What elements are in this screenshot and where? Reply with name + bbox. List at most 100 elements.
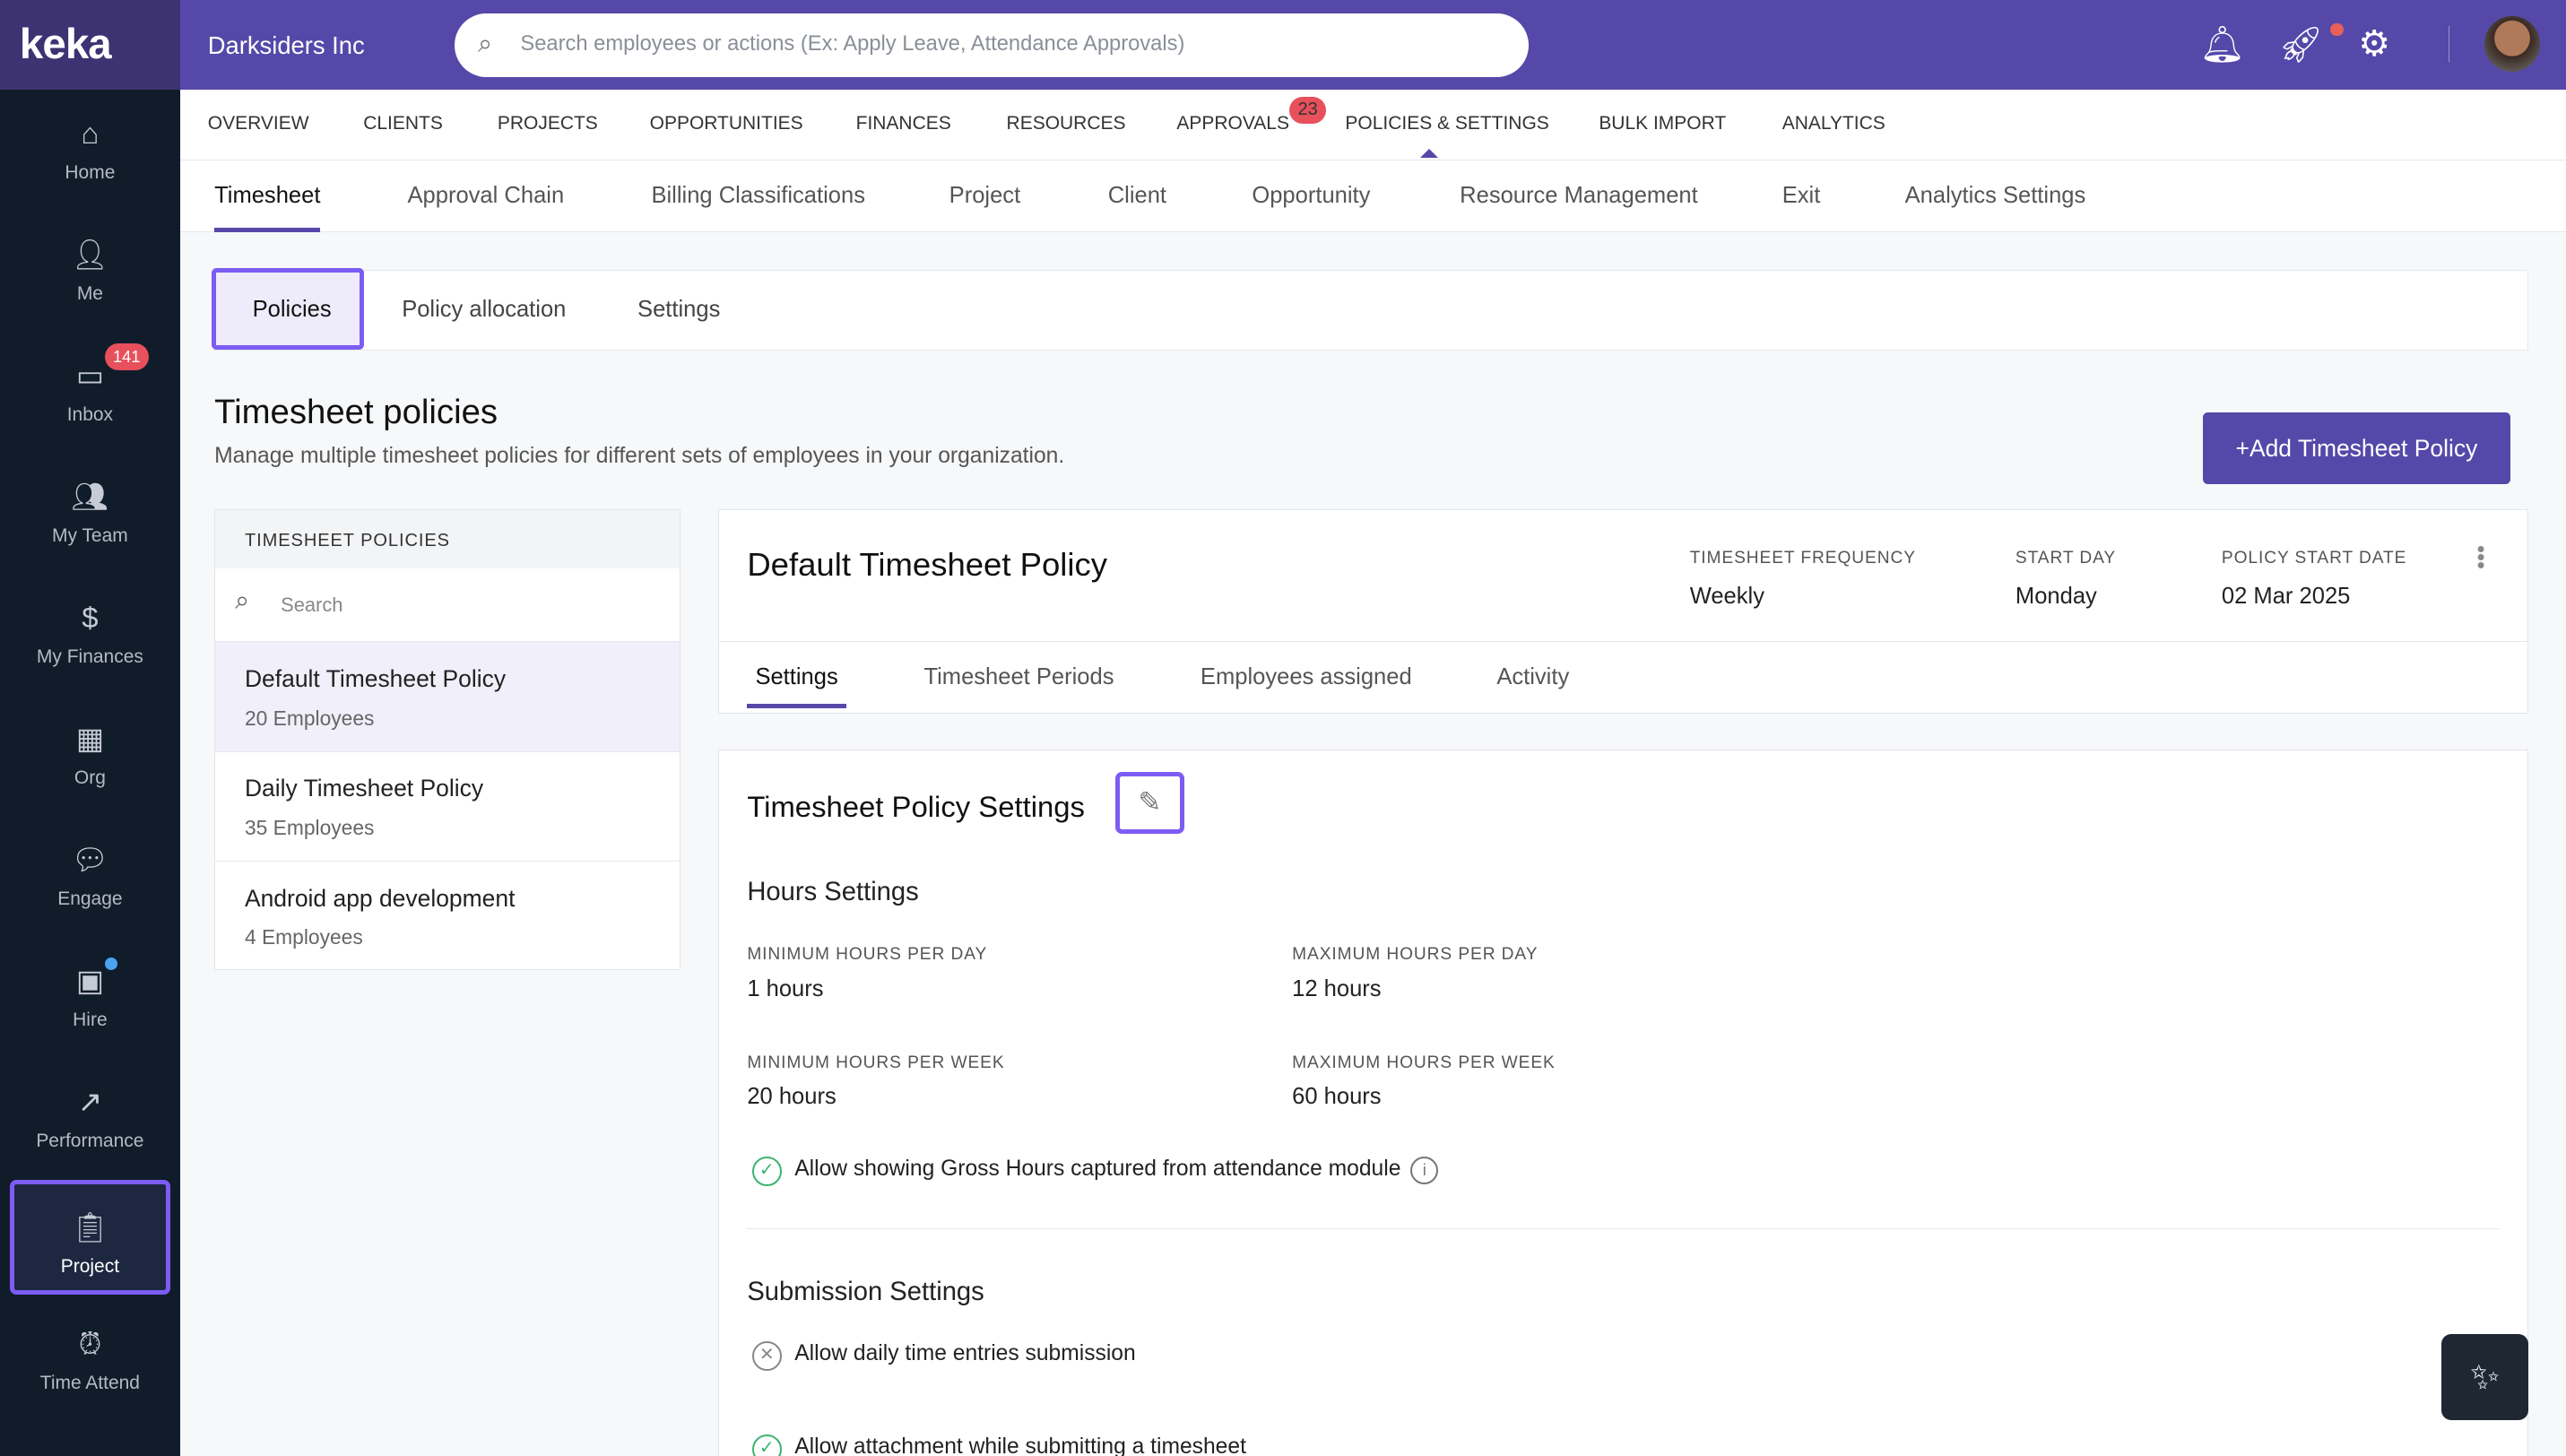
field-value: 12 hours <box>1292 975 1382 1001</box>
tab-employees-assigned[interactable]: Employees assigned <box>1200 664 1412 690</box>
sidebar-item-org[interactable]: ▦ Org <box>0 696 180 817</box>
active-indicator <box>1420 148 1439 159</box>
top-bar: Darksiders Inc ⌕ Search employees or acti… <box>179 0 2566 91</box>
info-icon[interactable]: i <box>1410 1156 1439 1184</box>
field-label: MINIMUM HOURS PER WEEK <box>747 1053 1005 1072</box>
field-label: MAXIMUM HOURS PER DAY <box>1292 945 1539 965</box>
more-options-icon[interactable]: • • • <box>2476 536 2485 579</box>
sidebar-item-project[interactable]: 📋︎ Project <box>9 1179 170 1295</box>
sidebar-item-me[interactable]: 👤︎ Me <box>0 211 180 332</box>
trend-icon: ↗ <box>77 1085 103 1119</box>
inbox-icon: ▭ <box>75 358 104 392</box>
search-icon: ⌕ <box>235 586 250 616</box>
tab-analytics-settings[interactable]: Analytics Settings <box>1904 183 2086 209</box>
meta-start-day: START DAY Monday <box>2015 549 2117 609</box>
gear-icon[interactable]: ⚙ <box>2358 22 2391 64</box>
policy-title: Default Timesheet Policy <box>747 545 1107 583</box>
add-timesheet-policy-button[interactable]: +Add Timesheet Policy <box>2202 412 2510 485</box>
daily-entries-option: ✕ Allow daily time entries submission <box>751 1340 1136 1371</box>
sidebar-item-performance[interactable]: ↗ Performance <box>0 1059 180 1180</box>
tab-activity[interactable]: Activity <box>1496 664 1570 690</box>
check-circle-icon: ✓ <box>751 1156 782 1186</box>
nav-approvals[interactable]: APPROVALS <box>1176 112 1289 134</box>
tab-timesheet-periods[interactable]: Timesheet Periods <box>923 664 1114 690</box>
sidebar-item-engage[interactable]: 💬︎ Engage <box>0 817 180 938</box>
tab-timesheet[interactable]: Timesheet <box>214 183 321 232</box>
field-value: 20 hours <box>747 1084 837 1110</box>
policy-header: Default Timesheet Policy TIMESHEET FREQU… <box>718 508 2529 714</box>
policy-subtabs: Policies Policy allocation Settings <box>212 267 2529 351</box>
tab-opportunity[interactable]: Opportunity <box>1252 183 1371 209</box>
nav-clients[interactable]: CLIENTS <box>363 112 443 134</box>
field-label: MAXIMUM HOURS PER WEEK <box>1292 1053 1556 1072</box>
nav-projects[interactable]: PROJECTS <box>497 112 598 134</box>
rocket-icon[interactable]: 🚀︎ <box>2277 23 2324 65</box>
meta-policy-start-date: POLICY START DATE 02 Mar 2025 <box>2221 549 2407 609</box>
check-circle-icon: ✓ <box>751 1434 782 1456</box>
submission-settings-title: Submission Settings <box>747 1277 984 1306</box>
team-icon: 👥︎ <box>71 479 109 513</box>
nav-bulk-import[interactable]: BULK IMPORT <box>1599 112 1727 134</box>
notification-dot <box>2330 22 2344 37</box>
global-search-input[interactable]: ⌕ Search employees or actions (Ex: Apply … <box>455 13 1529 77</box>
policy-tabs: Settings Timesheet Periods Employees ass… <box>719 640 2528 708</box>
building-icon: ▦ <box>75 721 104 755</box>
edit-settings-button[interactable]: ✎ <box>1115 771 1184 835</box>
settings-nav: Timesheet Approval Chain Billing Classif… <box>179 160 2566 233</box>
tab-exit[interactable]: Exit <box>1781 183 1821 209</box>
tab-settings[interactable]: Settings <box>747 664 846 708</box>
policy-list-header: TIMESHEET POLICIES <box>215 509 681 569</box>
clipboard-icon: 📋︎ <box>71 1210 109 1244</box>
inbox-badge: 141 <box>104 343 149 370</box>
subtab-policy-allocation[interactable]: Policy allocation <box>402 297 567 323</box>
sidebar-item-time-attend[interactable]: ⏰︎ Time Attend <box>0 1301 180 1422</box>
briefcase-icon: ▣ <box>75 964 104 998</box>
tab-approval-chain[interactable]: Approval Chain <box>407 183 565 209</box>
sidebar-item-hire[interactable]: ▣ Hire <box>0 938 180 1059</box>
hire-dot <box>104 957 118 971</box>
page-description: Manage multiple timesheet policies for d… <box>214 443 1065 468</box>
bell-icon[interactable]: 🔔︎ <box>2199 23 2246 65</box>
home-icon: ⌂ <box>81 116 100 150</box>
nav-opportunities[interactable]: OPPORTUNITIES <box>649 112 803 134</box>
divider <box>747 1227 2501 1229</box>
field-value: 60 hours <box>1292 1084 1382 1110</box>
policy-search-input[interactable]: ⌕ Search <box>215 568 681 643</box>
tab-client[interactable]: Client <box>1107 183 1167 209</box>
list-item[interactable]: Daily Timesheet Policy 35 Employees <box>215 752 681 862</box>
nav-policies-settings[interactable]: POLICIES & SETTINGS <box>1345 112 1549 134</box>
subtab-settings[interactable]: Settings <box>637 297 721 323</box>
avatar[interactable] <box>2484 16 2540 73</box>
user-icon: 👤︎ <box>71 237 109 271</box>
nav-finances[interactable]: FINANCES <box>855 112 951 134</box>
x-circle-icon: ✕ <box>751 1340 782 1371</box>
sidebar-item-my-finances[interactable]: $ My Finances <box>0 575 180 696</box>
nav-analytics[interactable]: ANALYTICS <box>1781 112 1885 134</box>
org-name: Darksiders Inc <box>207 30 365 59</box>
settings-title: Timesheet Policy Settings <box>747 789 1085 823</box>
sidebar-item-inbox[interactable]: 141 ▭ Inbox <box>0 333 180 454</box>
tab-billing-classifications[interactable]: Billing Classifications <box>651 183 865 209</box>
nav-overview[interactable]: OVERVIEW <box>207 112 309 134</box>
tab-resource-management[interactable]: Resource Management <box>1460 183 1698 209</box>
policy-list: TIMESHEET POLICIES ⌕ Search Default Times… <box>214 508 681 971</box>
field-value: 1 hours <box>747 975 824 1001</box>
magic-wand-icon: ✨︎ <box>2470 1356 2501 1397</box>
attachment-option: ✓ Allow attachment while submitting a tim… <box>751 1434 1246 1456</box>
nav-resources[interactable]: RESOURCES <box>1006 112 1126 134</box>
tab-project[interactable]: Project <box>949 183 1021 209</box>
subtab-policies[interactable]: Policies <box>212 267 365 350</box>
sidebar: ⌂ Home 👤︎ Me 141 ▭ Inbox 👥︎ My Team $ My Finan… <box>0 90 180 1456</box>
magic-wand-button[interactable]: ✨︎ <box>2441 1333 2529 1421</box>
dollar-icon: $ <box>82 600 99 634</box>
list-item[interactable]: Default Timesheet Policy 20 Employees <box>215 642 681 752</box>
module-nav: OVERVIEW CLIENTS PROJECTS OPPORTUNITIES … <box>179 90 2566 160</box>
sidebar-item-my-team[interactable]: 👥︎ My Team <box>0 454 180 575</box>
sidebar-item-home[interactable]: ⌂ Home <box>0 90 180 211</box>
search-icon: ⌕ <box>477 29 493 58</box>
chat-icon: 💬︎ <box>71 842 109 876</box>
list-item[interactable]: Android app development 4 Employees <box>244 884 516 949</box>
keka-logo[interactable]: keka <box>0 0 180 91</box>
gross-hours-option: ✓ Allow showing Gross Hours captured from… <box>751 1156 1439 1186</box>
clock-icon: ⏰︎ <box>78 1327 102 1361</box>
